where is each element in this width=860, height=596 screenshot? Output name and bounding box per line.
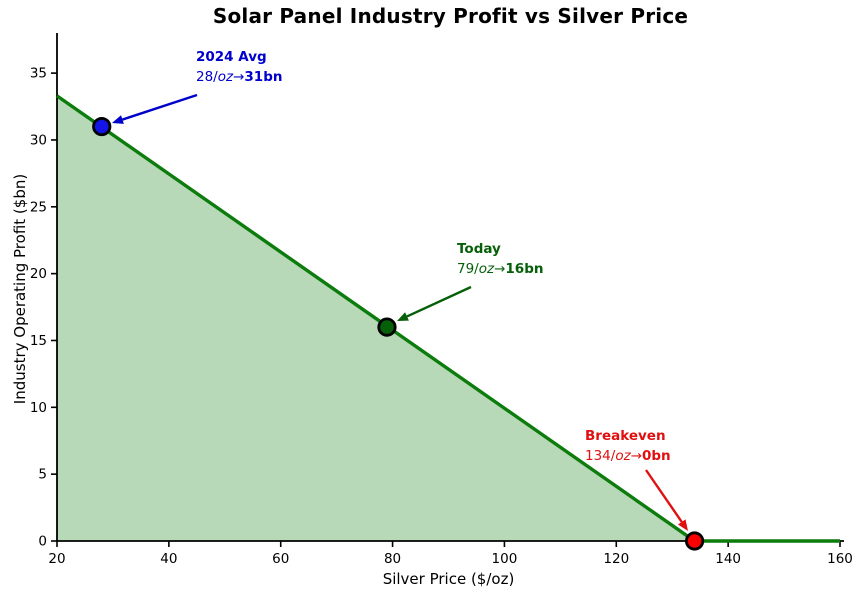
y-tick-label: 25 — [30, 199, 47, 215]
y-tick-label: 5 — [38, 467, 47, 483]
x-tick-label: 40 — [160, 551, 177, 567]
data-point-avg-2024 — [92, 116, 112, 137]
y-tick-label: 15 — [30, 333, 47, 349]
y-tick-label: 20 — [30, 266, 47, 282]
y-tick-label: 10 — [30, 400, 47, 416]
x-axis-label: Silver Price ($/oz) — [382, 570, 515, 588]
chart-title: Solar Panel Industry Profit vs Silver Pr… — [212, 4, 689, 28]
annotation-arrow-avg-2024-shaft — [122, 93, 198, 121]
annotation-breakeven-value: 134/oz→0bn — [585, 446, 671, 466]
annotation-value-prefix: 134/ — [585, 448, 616, 464]
annotation-value-prefix: 28/ — [196, 69, 218, 85]
x-tick-label: 160 — [827, 551, 853, 567]
data-point-breakeven — [684, 531, 705, 551]
x-tick-label: 100 — [492, 551, 518, 567]
annotation-value-bold: 31bn — [244, 69, 283, 85]
arrow-glyph: → — [494, 261, 506, 277]
arrow-glyph: → — [233, 69, 245, 85]
y-tick-label: 0 — [38, 534, 47, 550]
annotation-breakeven: Breakeven 134/oz→0bn — [585, 426, 671, 466]
x-tick-label: 80 — [384, 551, 401, 567]
annotation-today-title: Today — [457, 241, 501, 257]
annotation-value-bold: 0bn — [642, 448, 671, 464]
annotation-value-bold: 16bn — [505, 261, 544, 277]
annotation-arrow-today-head — [397, 312, 409, 321]
y-axis-label: Industry Operating Profit ($bn) — [11, 173, 29, 405]
annotation-arrow-breakeven-head — [677, 519, 688, 531]
x-tick-label: 20 — [48, 551, 65, 567]
annotation-breakeven-title: Breakeven — [585, 428, 666, 444]
data-point-today — [377, 317, 397, 337]
x-tick-label: 140 — [715, 551, 741, 567]
area-fill — [57, 95, 840, 542]
y-tick-label: 30 — [30, 132, 47, 148]
annotation-today: Today 79/oz→16bn — [457, 239, 543, 279]
arrow-glyph: → — [630, 448, 642, 464]
annotation-value-unit: oz — [615, 448, 631, 464]
annotation-2024-avg-title: 2024 Avg — [196, 49, 267, 65]
annotation-2024-avg-value: 28/oz→31bn — [196, 67, 282, 87]
annotation-today-value: 79/oz→16bn — [457, 259, 543, 279]
annotation-arrow-today-shaft — [406, 285, 472, 318]
annotation-arrow-avg-2024-head — [112, 115, 124, 124]
annotation-arrow-breakeven-shaft — [645, 469, 683, 523]
annotation-2024-avg: 2024 Avg 28/oz→31bn — [196, 47, 282, 87]
annotation-value-unit: oz — [217, 69, 234, 85]
x-tick-label: 60 — [272, 551, 289, 567]
x-tick-label: 120 — [603, 551, 629, 567]
y-tick-label: 35 — [30, 66, 47, 82]
annotation-value-prefix: 79/ — [457, 261, 479, 277]
annotation-value-unit: oz — [478, 261, 495, 277]
